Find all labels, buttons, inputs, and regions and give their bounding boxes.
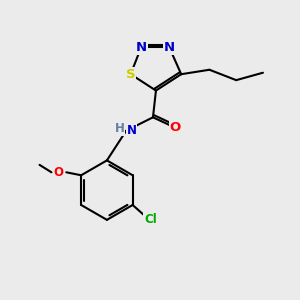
Text: N: N — [164, 41, 175, 54]
Text: N: N — [127, 124, 136, 137]
Text: S: S — [126, 68, 136, 81]
Text: H: H — [115, 122, 124, 135]
Text: N: N — [136, 41, 147, 54]
Text: O: O — [54, 166, 64, 179]
Text: O: O — [169, 121, 181, 134]
Text: Cl: Cl — [144, 213, 157, 226]
